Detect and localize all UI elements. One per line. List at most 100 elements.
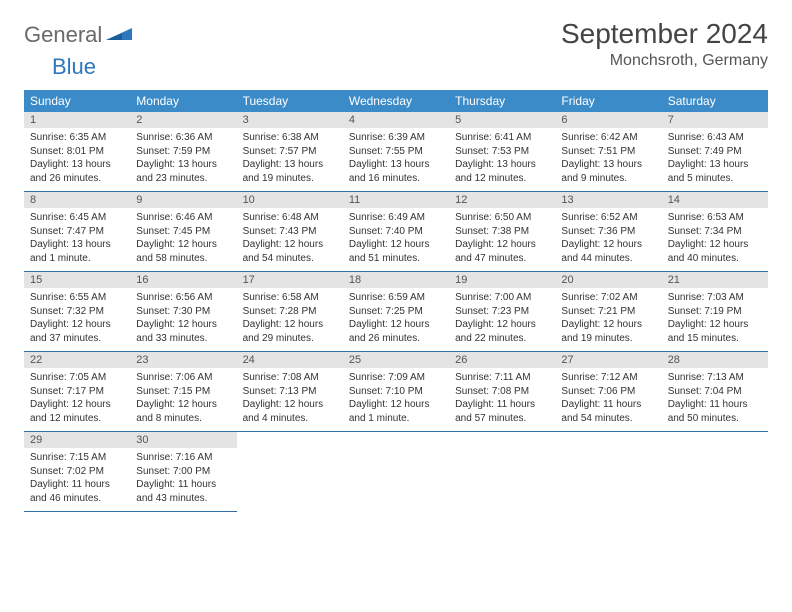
- day-details: Sunrise: 6:39 AMSunset: 7:55 PMDaylight:…: [343, 128, 449, 191]
- calendar-day-cell: 15Sunrise: 6:55 AMSunset: 7:32 PMDayligh…: [24, 272, 130, 352]
- calendar-day-cell: 30Sunrise: 7:16 AMSunset: 7:00 PMDayligh…: [130, 432, 236, 512]
- calendar-day-cell: [449, 432, 555, 512]
- day-details: Sunrise: 7:15 AMSunset: 7:02 PMDaylight:…: [24, 448, 130, 511]
- calendar-day-cell: 4Sunrise: 6:39 AMSunset: 7:55 PMDaylight…: [343, 112, 449, 192]
- calendar-day-cell: 25Sunrise: 7:09 AMSunset: 7:10 PMDayligh…: [343, 352, 449, 432]
- logo-text-general: General: [24, 22, 102, 48]
- weekday-header: Tuesday: [237, 90, 343, 112]
- day-details: Sunrise: 6:59 AMSunset: 7:25 PMDaylight:…: [343, 288, 449, 351]
- day-number: 21: [662, 272, 768, 288]
- location: Monchsroth, Germany: [561, 52, 768, 70]
- logo-triangle-icon: [106, 24, 132, 47]
- day-number: 8: [24, 192, 130, 208]
- calendar-day-cell: 3Sunrise: 6:38 AMSunset: 7:57 PMDaylight…: [237, 112, 343, 192]
- day-details: Sunrise: 6:43 AMSunset: 7:49 PMDaylight:…: [662, 128, 768, 191]
- weekday-header: Thursday: [449, 90, 555, 112]
- day-number: 6: [555, 112, 661, 128]
- day-details: Sunrise: 6:55 AMSunset: 7:32 PMDaylight:…: [24, 288, 130, 351]
- day-details: Sunrise: 7:08 AMSunset: 7:13 PMDaylight:…: [237, 368, 343, 431]
- day-number: 2: [130, 112, 236, 128]
- calendar-day-cell: 10Sunrise: 6:48 AMSunset: 7:43 PMDayligh…: [237, 192, 343, 272]
- day-details: Sunrise: 6:42 AMSunset: 7:51 PMDaylight:…: [555, 128, 661, 191]
- day-details: Sunrise: 7:12 AMSunset: 7:06 PMDaylight:…: [555, 368, 661, 431]
- day-details: Sunrise: 6:38 AMSunset: 7:57 PMDaylight:…: [237, 128, 343, 191]
- logo-text-blue: Blue: [52, 54, 96, 80]
- calendar-week-row: 15Sunrise: 6:55 AMSunset: 7:32 PMDayligh…: [24, 272, 768, 352]
- calendar-day-cell: 28Sunrise: 7:13 AMSunset: 7:04 PMDayligh…: [662, 352, 768, 432]
- day-details: Sunrise: 7:09 AMSunset: 7:10 PMDaylight:…: [343, 368, 449, 431]
- calendar-day-cell: 11Sunrise: 6:49 AMSunset: 7:40 PMDayligh…: [343, 192, 449, 272]
- calendar-day-cell: 20Sunrise: 7:02 AMSunset: 7:21 PMDayligh…: [555, 272, 661, 352]
- day-details: Sunrise: 7:11 AMSunset: 7:08 PMDaylight:…: [449, 368, 555, 431]
- calendar-day-cell: 17Sunrise: 6:58 AMSunset: 7:28 PMDayligh…: [237, 272, 343, 352]
- day-number: 15: [24, 272, 130, 288]
- calendar-day-cell: 8Sunrise: 6:45 AMSunset: 7:47 PMDaylight…: [24, 192, 130, 272]
- calendar-table: Sunday Monday Tuesday Wednesday Thursday…: [24, 90, 768, 512]
- calendar-day-cell: 22Sunrise: 7:05 AMSunset: 7:17 PMDayligh…: [24, 352, 130, 432]
- calendar-day-cell: [343, 432, 449, 512]
- day-number: 7: [662, 112, 768, 128]
- calendar-day-cell: 12Sunrise: 6:50 AMSunset: 7:38 PMDayligh…: [449, 192, 555, 272]
- day-number: 24: [237, 352, 343, 368]
- day-number: 10: [237, 192, 343, 208]
- day-details: Sunrise: 6:36 AMSunset: 7:59 PMDaylight:…: [130, 128, 236, 191]
- calendar-day-cell: 7Sunrise: 6:43 AMSunset: 7:49 PMDaylight…: [662, 112, 768, 192]
- day-number: 26: [449, 352, 555, 368]
- day-number: 18: [343, 272, 449, 288]
- day-details: Sunrise: 7:02 AMSunset: 7:21 PMDaylight:…: [555, 288, 661, 351]
- day-details: Sunrise: 6:56 AMSunset: 7:30 PMDaylight:…: [130, 288, 236, 351]
- calendar-day-cell: 1Sunrise: 6:35 AMSunset: 8:01 PMDaylight…: [24, 112, 130, 192]
- calendar-week-row: 29Sunrise: 7:15 AMSunset: 7:02 PMDayligh…: [24, 432, 768, 512]
- day-number: 30: [130, 432, 236, 448]
- day-details: Sunrise: 6:45 AMSunset: 7:47 PMDaylight:…: [24, 208, 130, 271]
- day-details: Sunrise: 6:52 AMSunset: 7:36 PMDaylight:…: [555, 208, 661, 271]
- day-number: 14: [662, 192, 768, 208]
- calendar-day-cell: [237, 432, 343, 512]
- calendar-day-cell: 9Sunrise: 6:46 AMSunset: 7:45 PMDaylight…: [130, 192, 236, 272]
- calendar-day-cell: 13Sunrise: 6:52 AMSunset: 7:36 PMDayligh…: [555, 192, 661, 272]
- day-number: 28: [662, 352, 768, 368]
- day-details: Sunrise: 7:06 AMSunset: 7:15 PMDaylight:…: [130, 368, 236, 431]
- day-details: Sunrise: 6:41 AMSunset: 7:53 PMDaylight:…: [449, 128, 555, 191]
- day-details: Sunrise: 7:05 AMSunset: 7:17 PMDaylight:…: [24, 368, 130, 431]
- calendar-day-cell: 23Sunrise: 7:06 AMSunset: 7:15 PMDayligh…: [130, 352, 236, 432]
- calendar-day-cell: 19Sunrise: 7:00 AMSunset: 7:23 PMDayligh…: [449, 272, 555, 352]
- calendar-day-cell: 21Sunrise: 7:03 AMSunset: 7:19 PMDayligh…: [662, 272, 768, 352]
- day-details: Sunrise: 6:50 AMSunset: 7:38 PMDaylight:…: [449, 208, 555, 271]
- day-number: 1: [24, 112, 130, 128]
- logo: General: [24, 22, 134, 48]
- calendar-day-cell: 16Sunrise: 6:56 AMSunset: 7:30 PMDayligh…: [130, 272, 236, 352]
- weekday-header-row: Sunday Monday Tuesday Wednesday Thursday…: [24, 90, 768, 112]
- day-details: Sunrise: 6:48 AMSunset: 7:43 PMDaylight:…: [237, 208, 343, 271]
- month-title: September 2024: [561, 18, 768, 50]
- calendar-week-row: 22Sunrise: 7:05 AMSunset: 7:17 PMDayligh…: [24, 352, 768, 432]
- calendar-day-cell: 2Sunrise: 6:36 AMSunset: 7:59 PMDaylight…: [130, 112, 236, 192]
- day-number: 22: [24, 352, 130, 368]
- calendar-day-cell: 18Sunrise: 6:59 AMSunset: 7:25 PMDayligh…: [343, 272, 449, 352]
- day-details: Sunrise: 6:35 AMSunset: 8:01 PMDaylight:…: [24, 128, 130, 191]
- day-number: 29: [24, 432, 130, 448]
- day-number: 11: [343, 192, 449, 208]
- day-number: 12: [449, 192, 555, 208]
- weekday-header: Friday: [555, 90, 661, 112]
- day-number: 19: [449, 272, 555, 288]
- day-number: 23: [130, 352, 236, 368]
- day-details: Sunrise: 6:58 AMSunset: 7:28 PMDaylight:…: [237, 288, 343, 351]
- calendar-day-cell: 26Sunrise: 7:11 AMSunset: 7:08 PMDayligh…: [449, 352, 555, 432]
- day-number: 9: [130, 192, 236, 208]
- weekday-header: Saturday: [662, 90, 768, 112]
- calendar-day-cell: [662, 432, 768, 512]
- calendar-week-row: 8Sunrise: 6:45 AMSunset: 7:47 PMDaylight…: [24, 192, 768, 272]
- day-number: 27: [555, 352, 661, 368]
- day-number: 3: [237, 112, 343, 128]
- calendar-day-cell: 14Sunrise: 6:53 AMSunset: 7:34 PMDayligh…: [662, 192, 768, 272]
- day-details: Sunrise: 7:16 AMSunset: 7:00 PMDaylight:…: [130, 448, 236, 511]
- day-number: 4: [343, 112, 449, 128]
- calendar-day-cell: 5Sunrise: 6:41 AMSunset: 7:53 PMDaylight…: [449, 112, 555, 192]
- weekday-header: Wednesday: [343, 90, 449, 112]
- day-number: 13: [555, 192, 661, 208]
- day-details: Sunrise: 7:00 AMSunset: 7:23 PMDaylight:…: [449, 288, 555, 351]
- calendar-day-cell: 6Sunrise: 6:42 AMSunset: 7:51 PMDaylight…: [555, 112, 661, 192]
- title-block: September 2024 Monchsroth, Germany: [561, 18, 768, 70]
- day-number: 5: [449, 112, 555, 128]
